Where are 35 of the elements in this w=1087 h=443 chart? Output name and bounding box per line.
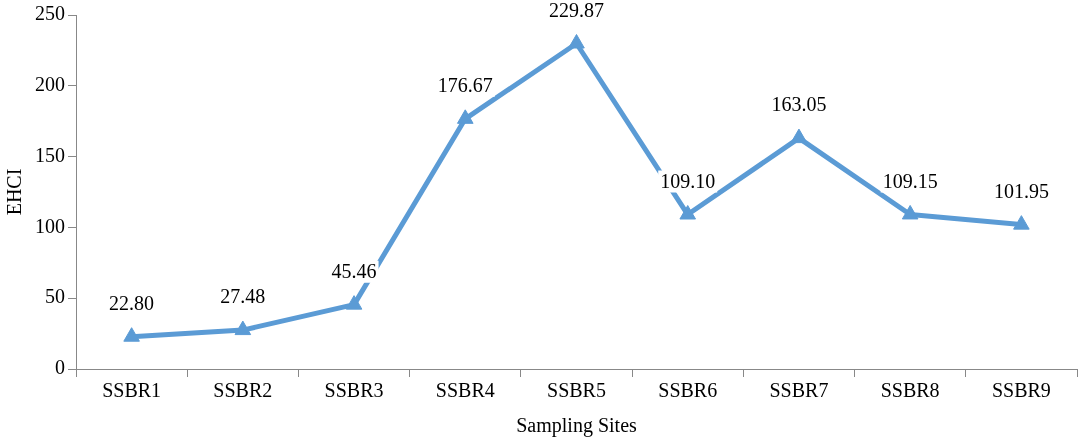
y-tick-label: 200 — [35, 73, 65, 96]
x-tick-label: SSBR1 — [102, 379, 162, 402]
point — [345, 295, 363, 310]
y-tick-label: 100 — [35, 214, 65, 237]
y-tick-label: 250 — [35, 2, 65, 25]
data-label: 176.67 — [437, 74, 493, 97]
point — [790, 128, 808, 144]
point — [679, 205, 697, 220]
x-tick-label: SSBR6 — [658, 379, 718, 402]
y-tick-label: 50 — [45, 285, 65, 308]
x-tick-label: SSBR7 — [769, 379, 829, 402]
y-tick-label: 150 — [35, 143, 65, 166]
x-tick-label: SSBR3 — [324, 379, 384, 402]
data-label: 22.80 — [109, 291, 155, 314]
x-tick-label: SSBR9 — [991, 379, 1051, 402]
data-label: 109.10 — [660, 169, 716, 192]
point — [1013, 215, 1030, 230]
y-axis-title: EHCI — [3, 168, 26, 216]
x-tick-label: SSBR8 — [880, 379, 940, 402]
point — [901, 204, 919, 220]
data-label: 109.15 — [882, 169, 938, 192]
point — [234, 320, 252, 336]
data-label: 229.87 — [549, 0, 604, 21]
x-tick-label: SSBR4 — [435, 379, 495, 402]
x-tick-label: SSBR5 — [547, 379, 606, 402]
data-label: 101.95 — [993, 179, 1049, 202]
y-tick-label: 0 — [55, 356, 65, 379]
data-label: 27.48 — [220, 285, 266, 308]
data-label: 45.46 — [331, 259, 377, 282]
point — [568, 34, 585, 49]
point — [123, 327, 140, 342]
data-label: 163.05 — [771, 93, 827, 116]
point — [456, 109, 474, 124]
x-axis-title: Sampling Sites — [516, 414, 637, 438]
x-tick-label: SSBR2 — [213, 379, 273, 402]
